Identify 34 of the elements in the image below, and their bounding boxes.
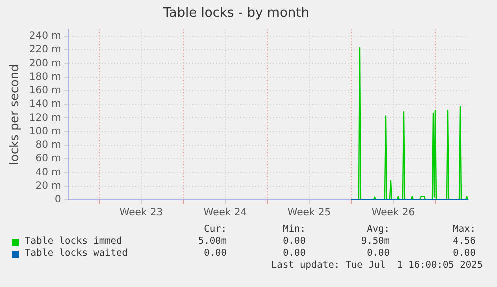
y-axis-title: locks per second	[7, 64, 22, 166]
y-tick-label: 240 m	[29, 31, 62, 42]
text: 0.00	[282, 248, 306, 260]
legend-label: Table locks immed	[25, 236, 124, 248]
y-tick-label: 60 m	[36, 154, 62, 165]
text: 0.00	[452, 248, 476, 260]
y-tick-label: 20 m	[36, 180, 62, 192]
x-tick-label: Week 26	[372, 208, 416, 219]
text: Min:	[282, 224, 306, 236]
text: Max:	[452, 224, 476, 236]
y-tick-label: 220 m	[29, 44, 62, 56]
text: 0.00	[282, 236, 306, 248]
text: Cur:	[203, 224, 227, 236]
legend-label: Table locks waited	[25, 248, 129, 260]
y-tick-label: 0	[55, 194, 62, 206]
y-tick-label: 140 m	[29, 99, 62, 110]
y-tick-label: 160 m	[29, 86, 62, 97]
y-tick-label: 100 m	[29, 126, 62, 138]
y-tick-label: 200 m	[29, 58, 62, 70]
y-tick-label: 40 m	[36, 167, 62, 178]
text: 9.50m	[360, 236, 390, 248]
y-tick-label: 80 m	[36, 140, 62, 152]
text: 4.56	[452, 236, 476, 248]
text: 0.00	[203, 248, 227, 260]
x-tick-label: Week 25	[288, 208, 332, 219]
text: 0.00	[366, 248, 390, 260]
text: 5.00m	[197, 236, 227, 248]
chart-title: Table locks - by month	[162, 6, 310, 22]
y-tick-label: 180 m	[29, 72, 62, 83]
text: Last update: Tue Jul 1 16:00:05 2025	[270, 260, 484, 272]
x-tick-label: Week 23	[120, 208, 164, 219]
text: Avg:	[366, 224, 390, 236]
x-tick-label: Week 24	[204, 208, 248, 219]
y-tick-label: 120 m	[29, 112, 62, 124]
